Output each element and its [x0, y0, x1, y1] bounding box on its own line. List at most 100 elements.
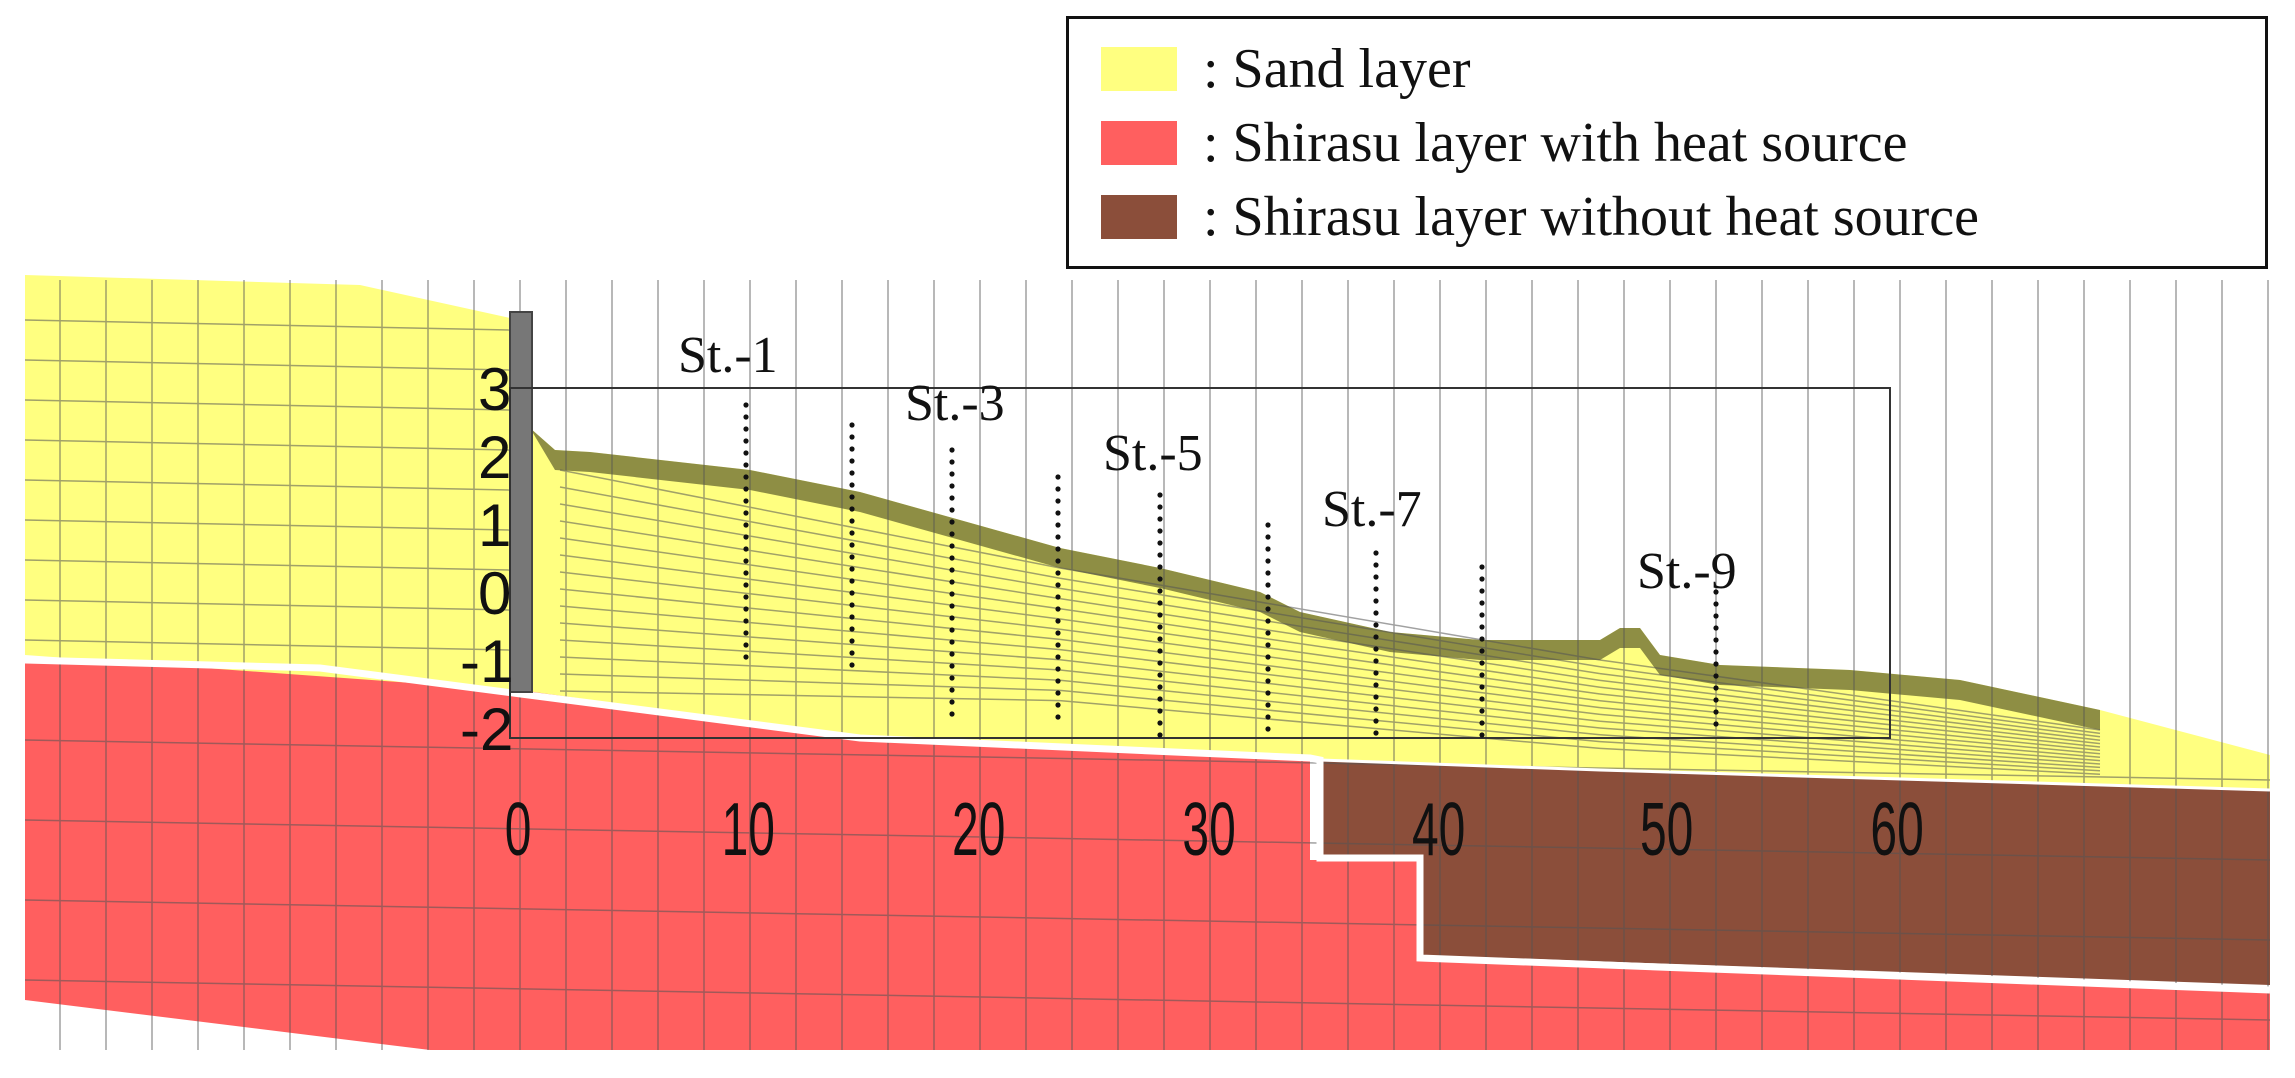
- measurement-point: [1713, 625, 1719, 631]
- mesh-line: [1059, 587, 1601, 675]
- measurement-point: [743, 654, 749, 660]
- y-tick-3: 3: [478, 356, 511, 423]
- measurement-point: [1265, 726, 1271, 732]
- mesh-line: [559, 639, 1061, 671]
- measurement-point: [1157, 696, 1163, 702]
- mesh-line: [1599, 672, 2101, 738]
- measurement-point: [1157, 660, 1163, 666]
- measurement-point: [949, 675, 955, 681]
- measurement-point: [743, 558, 749, 564]
- measurement-point: [1157, 492, 1163, 498]
- measurement-point: [1157, 720, 1163, 726]
- measurement-point: [1713, 709, 1719, 715]
- measurement-point: [1479, 684, 1485, 690]
- mesh-line: [1059, 597, 1601, 682]
- measurement-point: [849, 638, 855, 644]
- mesh-line: [1059, 577, 1601, 668]
- measurement-point: [1479, 696, 1485, 702]
- measurement-point: [849, 446, 855, 452]
- mesh-line: [559, 656, 1061, 681]
- measurement-point: [1055, 678, 1061, 684]
- measurement-point: [1265, 666, 1271, 672]
- mesh-line: [1059, 608, 1601, 688]
- measurement-point: [743, 522, 749, 528]
- mesh-line: [1599, 679, 2101, 741]
- measurement-point: [849, 566, 855, 572]
- measurement-point: [1055, 702, 1061, 708]
- measurement-point: [1265, 630, 1271, 636]
- mesh-line: [559, 571, 1061, 630]
- measurement-point: [1157, 576, 1163, 582]
- measurement-point: [743, 438, 749, 444]
- measurement-point: [1055, 486, 1061, 492]
- measurement-point: [1055, 630, 1061, 636]
- measurement-point: [949, 495, 955, 501]
- measurement-point: [849, 590, 855, 596]
- measurement-point: [1713, 589, 1719, 595]
- measurement-point: [1479, 612, 1485, 618]
- measurement-point: [1157, 600, 1163, 606]
- measurement-point: [1265, 654, 1271, 660]
- measurement-point: [1265, 702, 1271, 708]
- measurement-point: [743, 546, 749, 552]
- measurement-point: [1055, 570, 1061, 576]
- measurement-point: [1055, 558, 1061, 564]
- measurement-point: [1157, 516, 1163, 522]
- station-label-9: St.-9: [1637, 543, 1737, 600]
- mesh-line: [1599, 727, 2101, 765]
- measurement-point: [1265, 534, 1271, 540]
- measurement-point: [1373, 574, 1379, 580]
- measurement-point: [1055, 666, 1061, 672]
- measurement-point: [949, 651, 955, 657]
- measurement-point: [1265, 570, 1271, 576]
- mesh-line: [1599, 734, 2101, 769]
- station-labels: St.-1 St.-3 St.-5 St.-7 St.-9: [678, 327, 1737, 600]
- mesh-line: [559, 605, 1061, 651]
- measurement-point: [1265, 594, 1271, 600]
- mesh-line: [24, 479, 511, 491]
- measurement-point: [849, 494, 855, 500]
- measurement-point: [1713, 661, 1719, 667]
- measurement-point: [1479, 588, 1485, 594]
- x-axis-ticks: 0 10 20 30 40 50 60: [505, 788, 1924, 871]
- measurement-point: [743, 534, 749, 540]
- measurement-markers: [743, 402, 1719, 738]
- measurement-point: [1055, 654, 1061, 660]
- mesh-line: [1599, 706, 2101, 755]
- mesh-line: [24, 979, 2271, 1021]
- measurement-point: [1265, 690, 1271, 696]
- measurement-point: [1055, 714, 1061, 720]
- measurement-point: [743, 510, 749, 516]
- measurement-point: [949, 483, 955, 489]
- measurement-point: [849, 422, 855, 428]
- x-tick-40: 40: [1412, 788, 1465, 871]
- mesh-line: [559, 520, 1061, 600]
- mesh-line: [1059, 699, 1601, 750]
- measurement-point: [949, 627, 955, 633]
- measurement-point: [949, 543, 955, 549]
- measurement-point: [1157, 564, 1163, 570]
- measurement-point: [1373, 730, 1379, 736]
- mesh-line: [559, 537, 1061, 610]
- mesh-line: [24, 399, 511, 411]
- measurement-point: [1373, 598, 1379, 604]
- measurement-point: [1373, 646, 1379, 652]
- sand-left-region: [25, 275, 510, 690]
- measurement-point: [1479, 660, 1485, 666]
- measurement-point: [1157, 672, 1163, 678]
- measurement-point: [1479, 636, 1485, 642]
- measurement-point: [849, 578, 855, 584]
- legend-label-sand: : Sand layer: [1203, 38, 1471, 100]
- measurement-point: [1479, 708, 1485, 714]
- mesh-line: [24, 739, 2271, 781]
- mesh-line: [1059, 669, 1601, 729]
- measurement-point: [1157, 540, 1163, 546]
- legend-item-shirasu-heat: : Shirasu layer with heat source: [1101, 112, 1907, 174]
- y-tick-minus2: -2: [460, 696, 513, 763]
- measurement-point: [743, 642, 749, 648]
- mesh-line: [1059, 628, 1601, 702]
- measurement-point: [1157, 612, 1163, 618]
- measurement-point: [1713, 685, 1719, 691]
- measurement-point: [1157, 684, 1163, 690]
